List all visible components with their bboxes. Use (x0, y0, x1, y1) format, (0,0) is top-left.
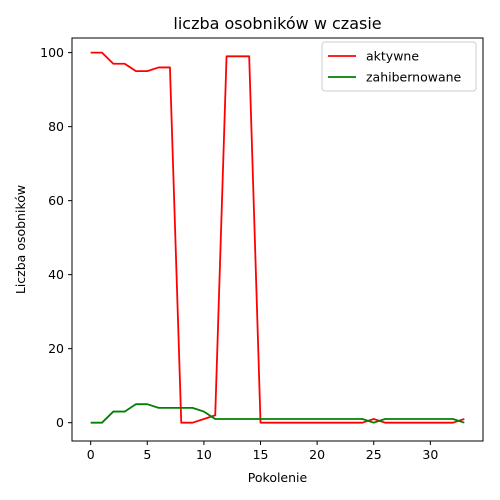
x-tick-label: 0 (87, 447, 95, 462)
x-tick-label: 25 (366, 447, 382, 462)
x-tick-label: 30 (422, 447, 438, 462)
x-tick-label: 10 (196, 447, 212, 462)
y-tick-label: 20 (48, 341, 64, 356)
y-tick-label: 0 (56, 415, 64, 430)
x-tick-label: 15 (253, 447, 269, 462)
legend: aktywne zahibernowane (322, 42, 476, 91)
chart-title: liczba osobników w czasie (173, 14, 381, 33)
y-tick-label: 100 (40, 45, 64, 60)
y-axis-label: Liczba osobników (13, 185, 28, 294)
legend-label-aktywne: aktywne (366, 49, 419, 64)
y-tick-label: 40 (48, 267, 64, 282)
x-tick-label: 5 (143, 447, 151, 462)
x-axis-label: Pokolenie (248, 470, 308, 485)
y-tick-label: 60 (48, 193, 64, 208)
x-tick-label: 20 (309, 447, 325, 462)
legend-label-zahibernowane: zahibernowane (366, 70, 462, 85)
y-tick-label: 80 (48, 119, 64, 134)
